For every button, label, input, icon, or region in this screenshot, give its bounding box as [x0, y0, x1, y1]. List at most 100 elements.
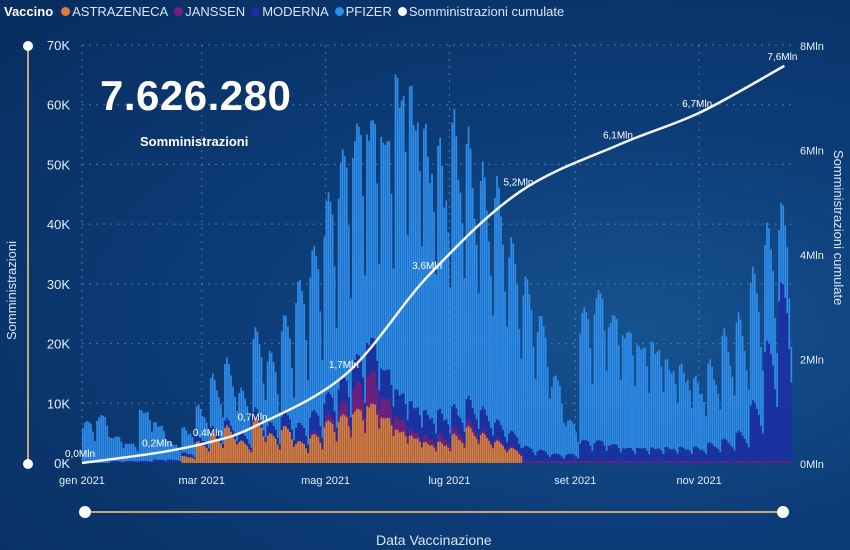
bar-moderna [443, 420, 446, 441]
bar-pfizer [437, 145, 439, 411]
bar-pfizer [396, 77, 399, 390]
bar-janssen [607, 461, 610, 463]
bar-moderna [388, 369, 391, 399]
bar-janssen [427, 437, 429, 444]
bar-moderna [382, 370, 385, 399]
bar-janssen [394, 416, 397, 430]
date-slider-handle-end[interactable] [777, 506, 789, 518]
bar-pfizer [544, 337, 547, 452]
bar-janssen [755, 461, 758, 463]
y-slider-handle-top[interactable] [23, 41, 33, 51]
bar-janssen [465, 420, 468, 428]
bar-pfizer [605, 370, 608, 451]
bar-moderna [790, 382, 793, 463]
legend-item-cumulative[interactable]: Somministrazioni cumulate [397, 4, 564, 19]
bar-pfizer [108, 436, 111, 463]
bar-moderna [151, 461, 153, 463]
bar-janssen [573, 461, 575, 463]
bar-pfizer [386, 141, 389, 370]
bar-pfizer [676, 403, 679, 454]
bar-pfizer [652, 342, 655, 448]
legend-item-janssen[interactable]: JANSSEN [174, 4, 245, 19]
bar-astrazeneca [485, 437, 488, 463]
bar-pfizer [782, 205, 785, 285]
bar-pfizer [433, 211, 435, 424]
bar-janssen [782, 460, 785, 463]
bar-janssen [786, 461, 789, 463]
bar-janssen [646, 461, 649, 463]
bar-pfizer [552, 376, 555, 454]
bar-moderna [441, 413, 444, 437]
bar-pfizer [305, 340, 308, 436]
bar-janssen [360, 384, 362, 411]
bar-janssen [392, 424, 395, 436]
bar-pfizer [538, 315, 541, 450]
bar-pfizer [110, 437, 113, 462]
bar-pfizer [366, 134, 368, 343]
bar-moderna [177, 460, 180, 463]
bar-pfizer [82, 428, 84, 463]
bar-astrazeneca [390, 425, 393, 463]
bar-moderna [751, 400, 754, 461]
bar-moderna [378, 390, 381, 410]
bar-pfizer [688, 390, 691, 452]
bar-pfizer [534, 379, 537, 456]
y-slider-handle-bottom[interactable] [23, 459, 33, 469]
bar-moderna [189, 454, 192, 458]
cumulative-data-label: 6,7Mln [682, 99, 712, 110]
bar-pfizer [213, 379, 216, 429]
bar-pfizer [727, 351, 730, 443]
bar-moderna [648, 454, 651, 462]
bar-moderna [309, 417, 312, 436]
bar-astrazeneca [246, 445, 249, 463]
bar-janssen [719, 461, 722, 463]
bar-moderna [498, 420, 500, 440]
legend-item-pfizer[interactable]: PFIZER [334, 4, 392, 19]
bar-moderna [250, 447, 253, 453]
bar-pfizer [130, 443, 133, 462]
bar-moderna [678, 446, 681, 461]
bar-astrazeneca [260, 427, 263, 463]
bar-moderna [457, 415, 460, 434]
bar-pfizer [278, 412, 281, 445]
bar-moderna [496, 419, 498, 439]
bar-moderna [301, 425, 303, 443]
bar-pfizer [660, 366, 663, 451]
bar-pfizer [285, 315, 287, 412]
bar-astrazeneca [191, 457, 194, 463]
bar-moderna [144, 461, 147, 463]
bar-pfizer [230, 375, 232, 426]
bar-pfizer [400, 100, 403, 395]
bar-pfizer [542, 326, 545, 451]
bar-janssen [709, 460, 711, 463]
bar-moderna [394, 389, 397, 417]
legend-item-astrazeneca[interactable]: ASTRAZENECA [61, 4, 168, 19]
bar-moderna [753, 402, 756, 461]
bar-moderna [347, 397, 350, 416]
bar-janssen [741, 461, 744, 463]
date-slider-handle-start[interactable] [79, 506, 91, 518]
bar-astrazeneca [453, 433, 456, 463]
bar-astrazeneca [248, 449, 251, 463]
bar-moderna [755, 408, 758, 462]
bar-janssen [520, 455, 523, 457]
bar-moderna [437, 410, 439, 435]
bar-moderna [280, 416, 283, 431]
bar-janssen [701, 461, 703, 463]
bar-moderna [479, 410, 482, 432]
bar-pfizer [262, 383, 265, 431]
bar-pfizer [270, 352, 273, 423]
bar-moderna [268, 421, 271, 434]
bar-pfizer [140, 410, 143, 462]
bar-janssen [601, 461, 604, 463]
bar-janssen [766, 460, 768, 463]
bar-moderna [768, 343, 770, 461]
bar-moderna [717, 449, 720, 462]
bar-pfizer [392, 268, 395, 407]
bar-pfizer [540, 316, 543, 450]
legend-item-moderna[interactable]: MODERNA [251, 4, 329, 19]
bar-moderna [520, 448, 523, 456]
bar-janssen [707, 460, 709, 463]
bar-pfizer [179, 451, 182, 462]
bar-moderna [402, 393, 405, 419]
